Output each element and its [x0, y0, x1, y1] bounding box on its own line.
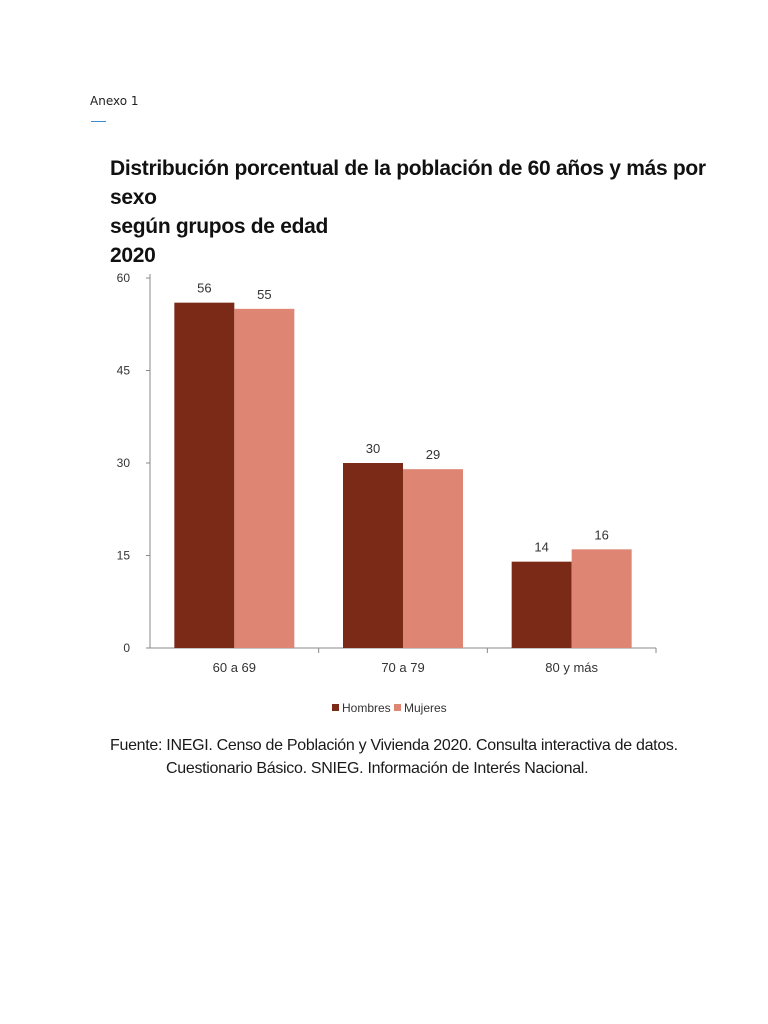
chart-figure: Distribución porcentual de la población … [96, 140, 736, 820]
legend-swatch-mujeres [394, 704, 401, 711]
data-label: 56 [197, 281, 211, 296]
bar-hombres-2 [343, 463, 403, 648]
bar-hombres-1 [174, 302, 235, 648]
data-label: 55 [257, 287, 271, 302]
legend-label-hombres: Hombres [342, 701, 391, 715]
annex-label: Anexo 1 [90, 94, 139, 108]
y-tick-label: 45 [117, 364, 131, 378]
x-tick-label: 70 a 79 [381, 660, 424, 675]
data-label: 14 [534, 540, 548, 555]
chart-title-line-1: Distribución porcentual de la población … [110, 157, 706, 209]
source-line-1: Fuente: INEGI. Censo de Población y Vivi… [110, 737, 678, 754]
y-tick-label: 0 [123, 641, 130, 655]
bar-hombres-3 [511, 561, 572, 648]
bar-mujeres-3 [571, 549, 632, 648]
y-tick-label: 30 [117, 456, 131, 470]
source-line-2: Cuestionario Básico. SNIEG. Información … [166, 760, 589, 777]
bar-mujeres-1 [234, 308, 295, 648]
source-note: Fuente: INEGI. Censo de Población y Vivi… [110, 734, 730, 780]
annex-underline [91, 121, 106, 122]
chart-title-line-2: según grupos de edad [110, 215, 329, 238]
data-label: 29 [426, 447, 440, 462]
bar-chart: 0 15 30 45 60 56 55 60 a 69 30 29 70 a 79 14 16 80 y … [117, 271, 657, 715]
legend-swatch-hombres [332, 704, 339, 711]
x-tick-label: 60 a 69 [213, 660, 256, 675]
y-tick-label: 60 [117, 271, 131, 285]
chart-title-line-3: 2020 [110, 244, 156, 267]
legend-label-mujeres: Mujeres [404, 701, 447, 715]
bar-mujeres-2 [403, 469, 463, 648]
chart-title: Distribución porcentual de la población … [110, 154, 730, 270]
y-tick-label: 15 [117, 549, 131, 563]
data-label: 30 [366, 441, 380, 456]
data-label: 16 [594, 527, 608, 542]
x-tick-label: 80 y más [545, 660, 598, 675]
